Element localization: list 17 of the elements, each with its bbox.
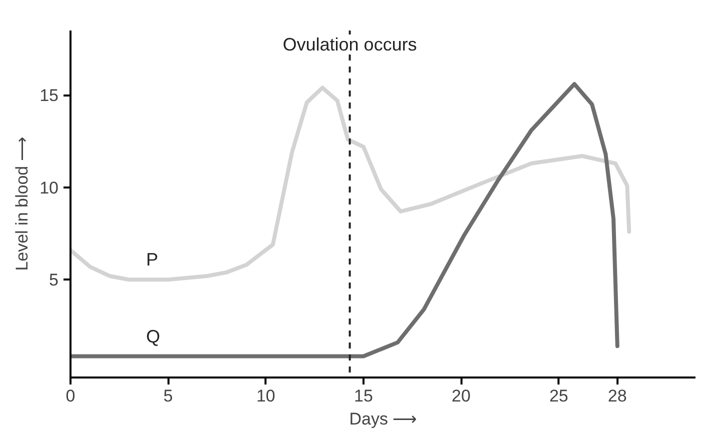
x-tick-label: 25	[549, 386, 568, 406]
x-tick-label: 10	[256, 386, 276, 406]
x-tick-label: 5	[163, 386, 173, 406]
y-tick-label: 5	[49, 270, 59, 290]
line-series	[70, 82, 620, 358]
series-label: Q	[146, 326, 160, 346]
series-label: P	[146, 250, 158, 270]
x-tick-label: 20	[452, 386, 471, 406]
y-tick-label: 10	[40, 178, 59, 198]
x-tick-label: 0	[66, 386, 76, 406]
ref-line-label: Ovulation occurs	[282, 34, 417, 54]
line-series	[70, 86, 632, 282]
x-tick-label: 15	[354, 386, 373, 406]
x-axis-title: Days ⟶	[349, 410, 417, 428]
y-tick-label: 15	[40, 86, 59, 106]
x-tick-label: 28	[608, 386, 627, 406]
y-axis-title: Level in blood ⟶	[12, 137, 32, 271]
